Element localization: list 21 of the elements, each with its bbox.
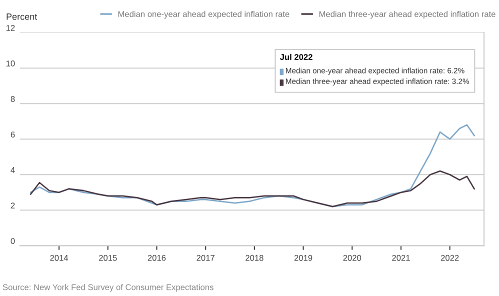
x-tick-label: 2021 <box>392 254 410 261</box>
x-tick-label: 2022 <box>440 254 459 261</box>
annotation: Jul 2022 <box>280 54 312 60</box>
y-tick-label: 6 <box>10 132 15 138</box>
y-tick-label: 4 <box>10 167 15 173</box>
legend-label: Median one-year ahead expected inflation rate <box>118 10 290 19</box>
y-tick-label: 12 <box>6 25 15 31</box>
x-tick-label: 2016 <box>148 254 166 261</box>
x-tick-label: 2014 <box>50 254 68 261</box>
x-tick-label: 2015 <box>99 254 117 261</box>
y-tick-label: 10 <box>6 60 15 66</box>
y-tick-label: 8 <box>10 96 15 102</box>
y-axis-title: Percent <box>6 14 38 20</box>
source-note: Source: New York Fed Survey of Consumer Expectations <box>2 284 214 292</box>
x-tick-label: 2017 <box>196 254 214 261</box>
x-tick-label: 2019 <box>294 254 312 261</box>
y-tick-label: 0 <box>10 238 15 244</box>
y-tick-label: 2 <box>10 202 15 208</box>
x-tick-label: 2020 <box>343 254 362 261</box>
legend-label: Median three-year ahead expected inflation rate <box>319 10 496 19</box>
x-tick-label: 2018 <box>246 254 264 261</box>
